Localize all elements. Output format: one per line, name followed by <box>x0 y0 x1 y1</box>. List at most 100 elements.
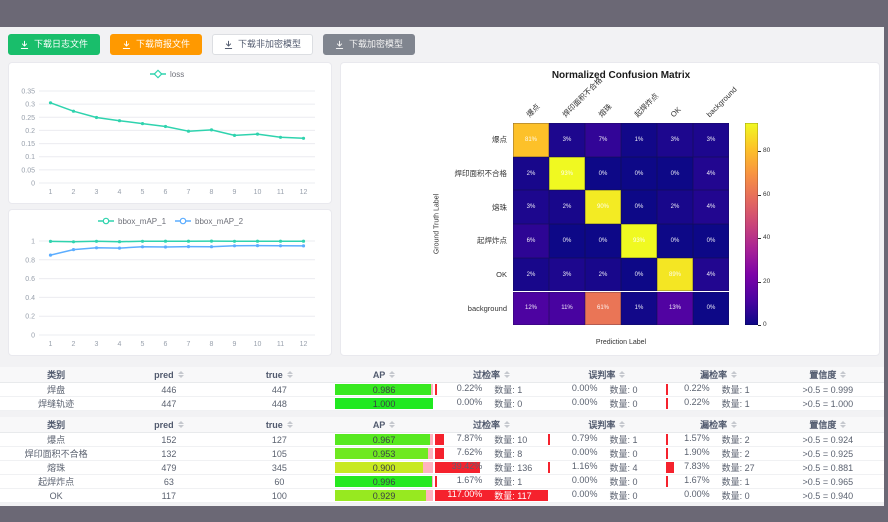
button-label: 下载简报文件 <box>136 39 191 49</box>
legend-label[interactable]: loss <box>170 70 184 79</box>
sort-caret-icon[interactable] <box>389 421 396 428</box>
sort-caret-icon[interactable] <box>286 371 293 378</box>
matrix-cell: 0% <box>585 156 621 191</box>
column-header-conf[interactable]: 置信度 <box>771 417 884 433</box>
confidence-cell: >0.5 = 0.924 <box>771 433 884 447</box>
x-axis-tick: 6 <box>164 341 168 348</box>
pred-count-cell: 132 <box>112 447 226 461</box>
table-row: 焊印面积不合格 132 105 0.953 7.62% 数量: 8 0.00% 数量: 0 1.… <box>0 447 884 461</box>
download-icon <box>224 40 233 50</box>
matrix-cell: 3% <box>513 190 549 225</box>
sort-caret-icon[interactable] <box>840 371 847 378</box>
confidence-cell: >0.5 = 0.881 <box>771 461 884 475</box>
data-point <box>186 239 191 243</box>
legend-label[interactable]: bbox_mAP_1 <box>118 217 167 226</box>
data-point <box>71 248 76 252</box>
y-axis-tick: 0.3 <box>25 102 35 109</box>
miss-rate-cell: 1.90% 数量: 2 <box>665 447 772 461</box>
sort-caret-icon[interactable] <box>619 421 626 428</box>
download-encrypted-model-button[interactable]: 下载加密模型 <box>323 34 416 55</box>
data-point <box>48 253 53 257</box>
rate-percent: 0.00% <box>571 475 598 485</box>
legend-label[interactable]: bbox_mAP_2 <box>195 217 244 226</box>
column-header-true[interactable]: true <box>225 367 334 383</box>
ap-cell: 0.900 <box>333 461 435 475</box>
rate-percent: 117.00% <box>447 489 483 499</box>
column-label: 爆点 <box>524 102 542 119</box>
rate-percent: 0.22% <box>456 383 483 393</box>
column-header-conf[interactable]: 置信度 <box>771 367 884 383</box>
download-log-file-button[interactable]: 下载日志文件 <box>8 34 101 55</box>
column-header-miss[interactable]: 漏检率 <box>665 417 772 433</box>
ap-value: 0.967 <box>372 434 396 445</box>
download-unencrypted-model-button[interactable]: 下载非加密模型 <box>212 34 314 55</box>
miss-rate-cell: 7.83% 数量: 27 <box>665 461 772 475</box>
data-point <box>255 132 260 136</box>
matrix-cell: 0% <box>549 224 585 258</box>
y-axis-tick: 0.15 <box>21 141 35 148</box>
ap-cell: 0.967 <box>333 433 435 447</box>
x-axis-tick: 7 <box>187 189 191 196</box>
column-header-miss[interactable]: 漏检率 <box>665 367 772 383</box>
matrix-cell: 0% <box>621 190 657 225</box>
x-axis-tick: 8 <box>210 341 214 348</box>
sort-caret-icon[interactable] <box>286 421 293 428</box>
column-header-over[interactable]: 过检率 <box>434 367 549 383</box>
data-point <box>163 239 168 243</box>
column-header-pred[interactable]: pred <box>112 367 226 383</box>
rate-count: 数量: 1 <box>721 385 750 395</box>
data-point <box>94 115 99 120</box>
metrics-tables: 类别 pred true AP 过检率 误判率 漏检率 置信度 焊盘 446 447 0.986 0.2… <box>0 367 884 503</box>
sort-caret-icon[interactable] <box>177 371 184 378</box>
column-header-ap[interactable]: AP <box>333 417 435 433</box>
column-header-mis[interactable]: 误判率 <box>548 367 666 383</box>
class-name-cell: 焊缝轨迹 <box>0 397 113 411</box>
sort-caret-icon[interactable] <box>731 421 738 428</box>
sort-caret-icon[interactable] <box>177 421 184 428</box>
miss-rate-cell: 0.00% 数量: 0 <box>665 489 772 503</box>
y-axis-tick: 0.2 <box>25 314 35 321</box>
data-point <box>209 245 214 249</box>
column-header-ap[interactable]: AP <box>333 367 435 383</box>
rate-count: 数量: 1 <box>721 477 750 487</box>
data-point <box>232 133 237 137</box>
matrix-cell: 61% <box>585 291 621 326</box>
matrix-cell: 3% <box>549 257 585 292</box>
sort-caret-icon[interactable] <box>389 371 396 378</box>
pred-count-cell: 447 <box>112 397 226 411</box>
colorbar-tick: 0 <box>758 321 767 329</box>
sort-caret-icon[interactable] <box>503 371 510 378</box>
miss-rate-cell: 1.57% 数量: 2 <box>665 433 772 447</box>
rate-count: 数量: 27 <box>721 463 755 473</box>
download-icon <box>20 40 29 50</box>
data-point <box>278 135 283 139</box>
column-header-mis[interactable]: 误判率 <box>548 417 666 433</box>
sort-caret-icon[interactable] <box>619 371 626 378</box>
y-axis-tick: 0.6 <box>25 276 35 283</box>
data-point <box>301 244 306 248</box>
y-axis-label: Ground Truth Label <box>433 193 441 255</box>
matrix-cell: 0% <box>657 224 693 258</box>
row-label: 熔珠 <box>492 202 507 212</box>
data-point <box>117 119 122 123</box>
sort-caret-icon[interactable] <box>840 421 847 428</box>
column-header-label: AP <box>372 369 386 380</box>
table-header-row: 类别 pred true AP 过检率 误判率 漏检率 置信度 <box>0 417 884 433</box>
sort-caret-icon[interactable] <box>731 371 738 378</box>
column-header-true[interactable]: true <box>225 417 334 433</box>
rate-count: 数量: 0 <box>609 477 638 487</box>
class-name-cell: 起焊炸点 <box>0 475 113 489</box>
mis-rate-cell: 0.00% 数量: 0 <box>548 447 666 461</box>
sort-caret-icon[interactable] <box>503 421 510 428</box>
column-header-pred[interactable]: pred <box>112 417 226 433</box>
mis-rate-bar <box>548 462 551 473</box>
column-header-over[interactable]: 过检率 <box>434 417 549 433</box>
ap-bar: 0.900 <box>335 462 433 473</box>
rate-percent: 7.83% <box>684 461 710 471</box>
rate-percent: 0.00% <box>571 383 598 393</box>
download-report-file-button[interactable]: 下载简报文件 <box>110 34 203 55</box>
toolbar: 下载日志文件 下载简报文件 下载非加密模型 下载加密模型 <box>0 27 884 62</box>
column-label: 起焊炸点 <box>632 91 661 119</box>
data-point <box>186 129 191 133</box>
legend-circle-icon <box>179 217 187 225</box>
